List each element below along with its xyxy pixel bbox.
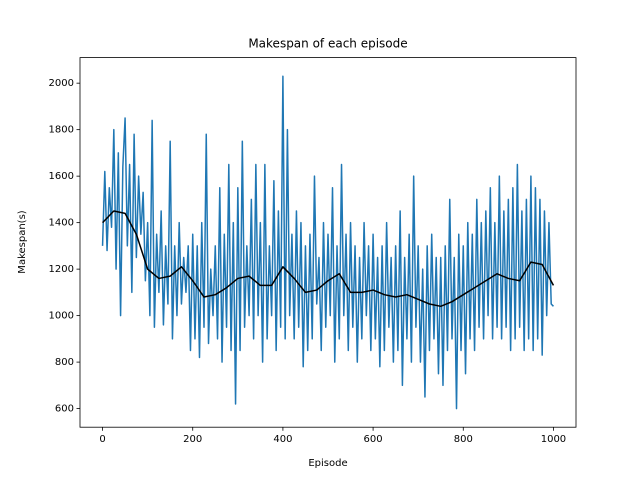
y-tick-label: 800 bbox=[55, 357, 74, 368]
y-tick-label: 1400 bbox=[49, 218, 74, 229]
x-tick-label: 0 bbox=[99, 434, 105, 445]
y-tick-label: 2000 bbox=[49, 78, 74, 89]
plot-frame bbox=[79, 57, 577, 428]
x-tick-label: 800 bbox=[454, 434, 473, 445]
x-tick-label: 400 bbox=[273, 434, 292, 445]
x-tick-label: 200 bbox=[183, 434, 202, 445]
y-axis-label: Makespan(s) bbox=[17, 210, 28, 273]
y-tick-label: 1600 bbox=[49, 171, 74, 182]
y-tick-label: 1200 bbox=[49, 264, 74, 275]
chart-title: Makespan of each episode bbox=[248, 37, 407, 51]
x-axis-label: Episode bbox=[308, 458, 347, 469]
x-tick-label: 600 bbox=[364, 434, 383, 445]
data-line bbox=[102, 210, 555, 308]
y-tick-label: 600 bbox=[55, 404, 74, 415]
y-tick-label: 1000 bbox=[49, 311, 74, 322]
x-tick-label: 1000 bbox=[541, 434, 566, 445]
y-tick-label: 1800 bbox=[49, 125, 74, 136]
